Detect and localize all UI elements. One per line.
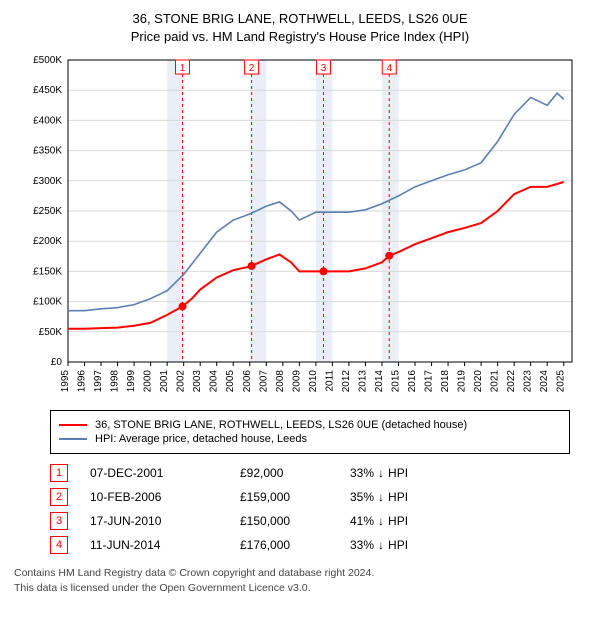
svg-text:£0: £0 bbox=[51, 357, 63, 368]
arrow-down-icon: ↓ bbox=[378, 538, 384, 552]
arrow-down-icon: ↓ bbox=[378, 490, 384, 504]
footer-attribution: Contains HM Land Registry data © Crown c… bbox=[14, 566, 586, 594]
transaction-row: 2 10-FEB-2006£159,00035%↓HPI bbox=[50, 488, 570, 506]
svg-text:2022: 2022 bbox=[506, 370, 517, 393]
svg-text:2013: 2013 bbox=[357, 370, 368, 393]
transaction-index: 1 bbox=[50, 464, 68, 482]
svg-text:3: 3 bbox=[321, 63, 327, 74]
transaction-date: 10-FEB-2006 bbox=[90, 490, 240, 504]
transaction-price: £92,000 bbox=[240, 466, 350, 480]
transaction-index: 3 bbox=[50, 512, 68, 530]
transaction-date: 17-JUN-2010 bbox=[90, 514, 240, 528]
svg-text:2024: 2024 bbox=[539, 370, 550, 393]
legend-item: HPI: Average price, detached house, Leed… bbox=[59, 433, 561, 445]
legend: 36, STONE BRIG LANE, ROTHWELL, LEEDS, LS… bbox=[50, 410, 570, 454]
svg-text:2002: 2002 bbox=[176, 370, 187, 393]
legend-swatch bbox=[59, 438, 87, 440]
transaction-row: 4 11-JUN-2014£176,00033%↓HPI bbox=[50, 536, 570, 554]
svg-text:£150K: £150K bbox=[33, 267, 62, 278]
svg-text:2006: 2006 bbox=[242, 370, 253, 393]
transactions-table: 107-DEC-2001£92,00033%↓HPI210-FEB-2006£1… bbox=[50, 464, 570, 554]
svg-text:£50K: £50K bbox=[39, 327, 63, 338]
svg-text:4: 4 bbox=[386, 63, 392, 74]
svg-text:£250K: £250K bbox=[33, 206, 62, 217]
svg-text:2005: 2005 bbox=[225, 370, 236, 393]
title-line-2: Price paid vs. HM Land Registry's House … bbox=[10, 28, 590, 46]
svg-text:£200K: £200K bbox=[33, 237, 62, 248]
svg-text:2015: 2015 bbox=[390, 370, 401, 393]
transaction-price: £176,000 bbox=[240, 538, 350, 552]
svg-text:£500K: £500K bbox=[33, 55, 62, 66]
svg-text:2011: 2011 bbox=[324, 370, 335, 392]
svg-text:1: 1 bbox=[180, 63, 186, 74]
svg-text:2004: 2004 bbox=[209, 370, 220, 393]
arrow-down-icon: ↓ bbox=[378, 466, 384, 480]
svg-text:2017: 2017 bbox=[424, 370, 435, 393]
svg-text:2014: 2014 bbox=[374, 370, 385, 393]
svg-text:2000: 2000 bbox=[143, 370, 154, 393]
svg-text:£300K: £300K bbox=[33, 176, 62, 187]
title-line-1: 36, STONE BRIG LANE, ROTHWELL, LEEDS, LS… bbox=[10, 10, 590, 28]
transaction-delta: 41%↓HPI bbox=[350, 514, 450, 528]
svg-text:1997: 1997 bbox=[93, 370, 104, 393]
svg-text:2016: 2016 bbox=[407, 370, 418, 393]
svg-text:2020: 2020 bbox=[473, 370, 484, 393]
svg-text:2019: 2019 bbox=[457, 370, 468, 393]
svg-text:2009: 2009 bbox=[291, 370, 302, 393]
legend-swatch bbox=[59, 424, 87, 426]
svg-text:2012: 2012 bbox=[341, 370, 352, 393]
svg-text:2025: 2025 bbox=[556, 370, 567, 393]
svg-text:2010: 2010 bbox=[308, 370, 319, 393]
footer-line-1: Contains HM Land Registry data © Crown c… bbox=[14, 566, 586, 580]
legend-item: 36, STONE BRIG LANE, ROTHWELL, LEEDS, LS… bbox=[59, 419, 561, 431]
chart-title-block: 36, STONE BRIG LANE, ROTHWELL, LEEDS, LS… bbox=[10, 10, 590, 46]
svg-text:1995: 1995 bbox=[60, 370, 71, 393]
svg-text:2007: 2007 bbox=[258, 370, 269, 393]
svg-text:£100K: £100K bbox=[33, 297, 62, 308]
transaction-delta: 33%↓HPI bbox=[350, 466, 450, 480]
transaction-price: £150,000 bbox=[240, 514, 350, 528]
svg-text:2: 2 bbox=[249, 63, 255, 74]
transaction-row: 1 07-DEC-2001£92,00033%↓HPI bbox=[50, 464, 570, 482]
svg-text:2003: 2003 bbox=[192, 370, 203, 393]
chart-svg: £0 £50K £100K £150K £200K £250K £300K £350K £400… bbox=[20, 52, 580, 402]
svg-text:2021: 2021 bbox=[490, 370, 501, 393]
transaction-row: 3 17-JUN-2010£150,00041%↓HPI bbox=[50, 512, 570, 530]
svg-text:£350K: £350K bbox=[33, 146, 62, 157]
transaction-index: 4 bbox=[50, 536, 68, 554]
transaction-price: £159,000 bbox=[240, 490, 350, 504]
svg-text:1999: 1999 bbox=[126, 370, 137, 393]
svg-text:2008: 2008 bbox=[275, 370, 286, 393]
transaction-date: 11-JUN-2014 bbox=[90, 538, 240, 552]
transaction-delta: 35%↓HPI bbox=[350, 490, 450, 504]
svg-text:1998: 1998 bbox=[110, 370, 121, 393]
legend-label: HPI: Average price, detached house, Leed… bbox=[95, 433, 307, 445]
legend-label: 36, STONE BRIG LANE, ROTHWELL, LEEDS, LS… bbox=[95, 419, 467, 431]
svg-text:£450K: £450K bbox=[33, 86, 62, 97]
arrow-down-icon: ↓ bbox=[378, 514, 384, 528]
svg-text:£400K: £400K bbox=[33, 116, 62, 127]
transaction-date: 07-DEC-2001 bbox=[90, 466, 240, 480]
transaction-delta: 33%↓HPI bbox=[350, 538, 450, 552]
svg-text:1996: 1996 bbox=[77, 370, 88, 393]
price-chart: £0 £50K £100K £150K £200K £250K £300K £350K £400… bbox=[20, 52, 580, 402]
svg-text:2023: 2023 bbox=[523, 370, 534, 393]
footer-line-2: This data is licensed under the Open Gov… bbox=[14, 581, 586, 595]
transaction-index: 2 bbox=[50, 488, 68, 506]
svg-text:2001: 2001 bbox=[159, 370, 170, 393]
svg-text:2018: 2018 bbox=[440, 370, 451, 393]
